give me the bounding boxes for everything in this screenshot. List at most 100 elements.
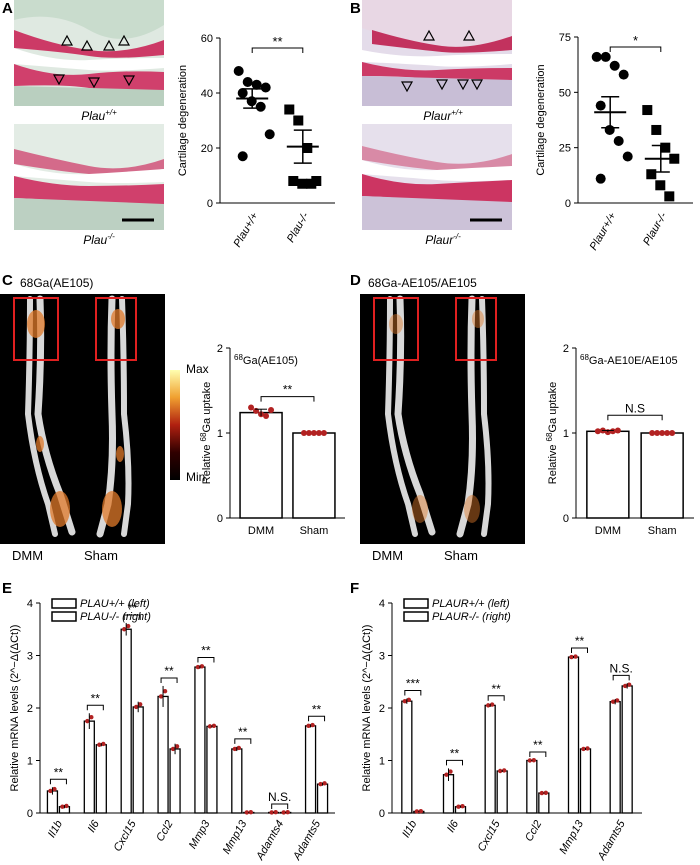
significance-bracket: [260, 396, 315, 402]
data-point: [320, 430, 327, 436]
label-plau-wt: Plau+/+: [64, 108, 134, 123]
data-point: [618, 69, 629, 80]
y-tick-label: 1: [27, 756, 33, 768]
y-tick-label: 50: [559, 87, 571, 99]
data-point: [64, 803, 69, 809]
data-point: [293, 115, 304, 126]
significance-bracket: [86, 704, 104, 711]
data-point: [646, 169, 657, 180]
bar-chart-d: 0 1 2 Relative 68Ga uptake 68Ga-AE10E/AE105 D…: [545, 343, 694, 537]
bar: [304, 725, 317, 814]
y-tick-label: 2: [563, 343, 569, 355]
label-sup: -/-: [107, 232, 115, 241]
label-base: Plaur: [423, 109, 452, 123]
data-point: [137, 702, 143, 707]
data-point: [195, 664, 201, 670]
color-scale-min: Min: [186, 470, 206, 484]
x-tick-label: Adamts4: [254, 819, 287, 863]
x-tick-label: Il1b: [400, 819, 419, 840]
legend-swatch: [403, 611, 429, 622]
bar: [640, 432, 684, 519]
data-point: [315, 430, 322, 436]
bar: [401, 700, 413, 814]
data-point: [651, 124, 662, 135]
data-point: [158, 694, 164, 699]
significance-label: ***: [406, 677, 420, 691]
bar: [586, 430, 630, 519]
x-tick-label: Mmp13: [221, 818, 250, 857]
data-point: [244, 810, 250, 815]
panel-letter-a: A: [2, 0, 13, 17]
x-tick-label: Plau+/+: [231, 210, 261, 249]
histology-image-plaur-wt: [362, 0, 512, 106]
scatter-chart-b: 0 25 50 75 Cartilage degeneration Plaur+/+ Pla…: [535, 32, 693, 253]
data-point: [310, 430, 317, 436]
data-point: [248, 810, 254, 815]
bar: [132, 706, 144, 814]
x-tick-label: Adamts5: [291, 818, 324, 863]
bar: [120, 628, 132, 814]
panel-letter-d: D: [350, 272, 361, 289]
bar: [292, 432, 336, 519]
data-point: [322, 781, 327, 786]
label-sup: +/+: [451, 108, 463, 117]
data-point: [251, 79, 262, 90]
data-point: [174, 744, 180, 749]
data-point: [237, 151, 248, 162]
significance-bracket: [49, 778, 67, 785]
data-point: [614, 698, 620, 703]
label-plaur-wt: Plaur+/+: [408, 108, 478, 123]
bar: [206, 725, 218, 814]
data-point: [300, 430, 307, 436]
y-axis-label: Relative 68Ga uptake: [545, 382, 560, 484]
bar: [316, 783, 329, 814]
legend-label: PLAUR-/- (right): [432, 611, 511, 623]
panel-letter-f: F: [350, 580, 360, 597]
data-point: [531, 758, 537, 763]
significance-bracket: [571, 647, 588, 654]
data-point: [306, 723, 311, 729]
y-tick-label: 0: [27, 808, 33, 820]
data-point: [444, 772, 449, 777]
panel-letter-b: B: [350, 0, 361, 17]
bar: [579, 748, 592, 814]
data-point: [248, 404, 255, 411]
y-tick-label: 1: [379, 756, 385, 768]
significance-bracket: [160, 677, 178, 683]
color-scale-bar: [170, 370, 180, 480]
data-point: [669, 430, 676, 436]
data-point: [660, 142, 671, 153]
y-tick-label: 2: [27, 703, 33, 715]
label-base: Plau: [83, 233, 108, 247]
data-point: [418, 808, 424, 814]
significance-label: **: [491, 682, 501, 696]
bar-chart-f: 0 1 2 3 4 Relative mRNA levels (2^−Δ(ΔCt)) PLA…: [361, 598, 642, 863]
x-tick-label: DMM: [595, 525, 621, 537]
data-point: [402, 698, 408, 704]
bar: [621, 685, 633, 814]
significance-bracket: [271, 803, 289, 809]
data-point: [281, 810, 286, 815]
x-tick-label: Ccl2: [523, 819, 544, 844]
data-point: [60, 804, 65, 809]
bar: [239, 411, 283, 519]
data-point: [595, 100, 606, 111]
x-tick-label: Sham: [648, 525, 677, 537]
data-point: [285, 810, 290, 815]
data-point: [260, 82, 271, 93]
data-point: [655, 180, 666, 191]
data-point: [613, 136, 624, 147]
y-axis-label-sup: 68: [199, 432, 208, 441]
y-tick-label: 0: [565, 198, 571, 210]
y-tick-label: 0: [217, 513, 223, 525]
data-point: [527, 758, 533, 763]
x-tick-label: Il1b: [46, 819, 65, 840]
data-point: [255, 101, 266, 112]
bar: [567, 656, 580, 814]
data-point: [310, 722, 315, 728]
significance-bracket: [446, 759, 463, 766]
y-axis-label: Relative mRNA levels (2^−Δ(ΔCt)): [9, 625, 21, 792]
y-axis-label: Cartilage degeneration: [535, 64, 547, 175]
y-tick-label: 2: [379, 703, 385, 715]
label-base: Plau: [81, 109, 106, 123]
